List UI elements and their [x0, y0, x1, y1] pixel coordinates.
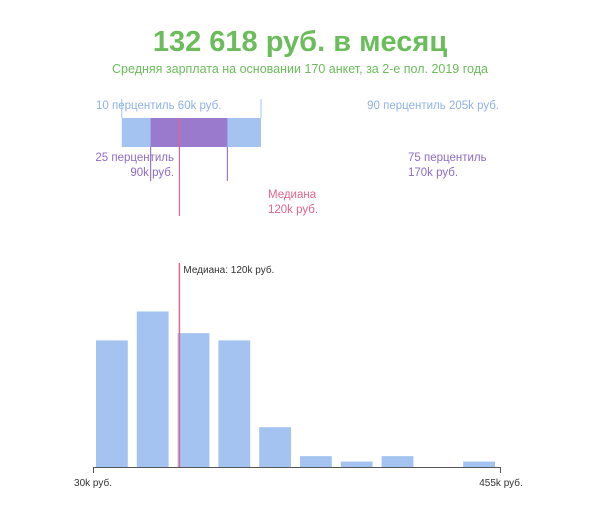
- p75-label: 75 перцентиль 170k руб.: [408, 151, 487, 181]
- median-label-value: 120k руб.: [268, 204, 319, 216]
- salary-title: 132 618 руб. в месяц: [152, 26, 448, 58]
- histogram-bar: [96, 340, 128, 467]
- x-tick-label-max: 455k руб.: [479, 477, 523, 489]
- p25-label: 25 перцентиль 90k руб.: [95, 151, 174, 181]
- histogram-bar: [300, 456, 332, 467]
- p25-label-value: 90k руб.: [130, 167, 174, 179]
- histogram-bar: [340, 461, 373, 467]
- median-label-name: Медиана: [268, 189, 317, 201]
- p10-label: 10 перцентиль 60k руб.: [96, 100, 222, 112]
- p25-label-name: 25 перцентиль: [95, 152, 174, 164]
- percentile-range-chart: [121, 99, 262, 216]
- histogram-bar: [177, 333, 210, 467]
- histogram-bar: [136, 311, 169, 467]
- salary-histogram: 30k руб. 455k руб. Медиана: 120k руб.: [74, 263, 523, 489]
- histogram-bar: [218, 340, 251, 467]
- histogram-bar: [259, 427, 291, 467]
- median-label: Медиана 120k руб.: [268, 188, 318, 218]
- p75-label-value: 170k руб.: [408, 167, 459, 179]
- p75-label-name: 75 перцентиль: [408, 152, 487, 164]
- p90-label: 90 перцентиль 205k руб.: [367, 100, 499, 112]
- histogram-bars: [96, 311, 495, 467]
- salary-subtitle: Средняя зарплата на основании 170 анкет,…: [112, 62, 488, 76]
- inner-percentile-band: [150, 118, 228, 147]
- histogram-median-label: Медиана: 120k руб.: [183, 264, 274, 276]
- x-tick-label-min: 30k руб.: [74, 477, 112, 489]
- histogram-bar: [463, 461, 495, 467]
- histogram-bar: [381, 456, 414, 467]
